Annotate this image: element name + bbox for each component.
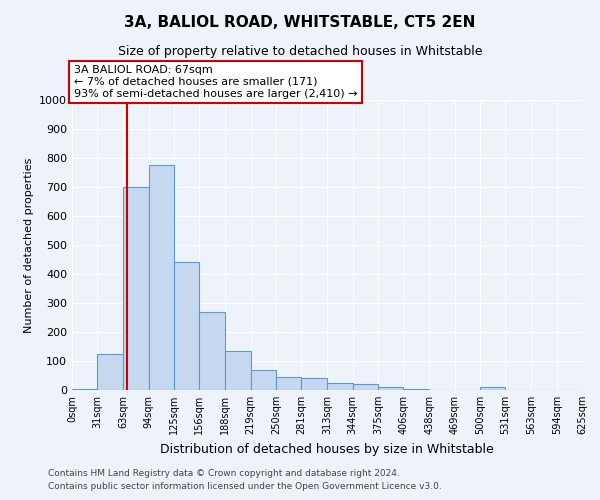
Bar xyxy=(72,388,97,390)
Text: Size of property relative to detached houses in Whitstable: Size of property relative to detached ho… xyxy=(118,45,482,58)
Bar xyxy=(276,377,301,390)
Bar xyxy=(97,354,124,390)
Text: 3A, BALIOL ROAD, WHITSTABLE, CT5 2EN: 3A, BALIOL ROAD, WHITSTABLE, CT5 2EN xyxy=(124,15,476,30)
Text: 3A BALIOL ROAD: 67sqm
← 7% of detached houses are smaller (171)
93% of semi-deta: 3A BALIOL ROAD: 67sqm ← 7% of detached h… xyxy=(74,66,357,98)
Bar xyxy=(226,351,251,390)
Bar xyxy=(480,387,505,390)
Bar xyxy=(124,187,149,390)
Y-axis label: Number of detached properties: Number of detached properties xyxy=(23,158,34,332)
Bar xyxy=(199,312,226,390)
Text: Contains public sector information licensed under the Open Government Licence v3: Contains public sector information licen… xyxy=(48,482,442,491)
Bar xyxy=(403,388,430,390)
Bar xyxy=(378,387,403,390)
Bar xyxy=(174,262,199,390)
Text: Contains HM Land Registry data © Crown copyright and database right 2024.: Contains HM Land Registry data © Crown c… xyxy=(48,468,400,477)
Bar xyxy=(149,166,174,390)
Bar xyxy=(251,370,276,390)
Bar xyxy=(328,383,353,390)
Bar xyxy=(353,384,378,390)
Bar xyxy=(301,378,328,390)
Text: Distribution of detached houses by size in Whitstable: Distribution of detached houses by size … xyxy=(160,442,494,456)
